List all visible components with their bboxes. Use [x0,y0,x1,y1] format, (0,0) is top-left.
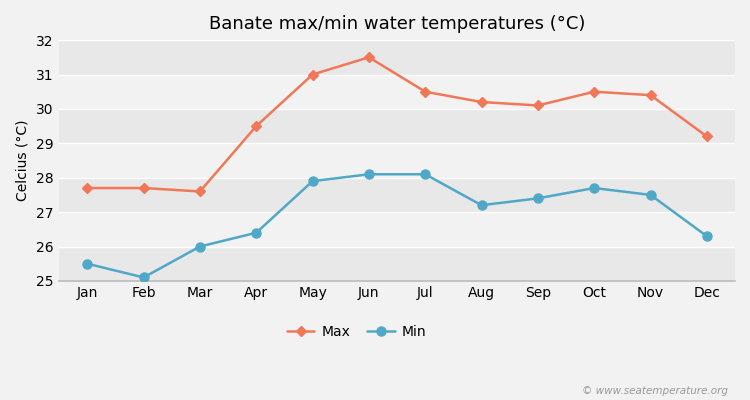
Max [477,100,486,104]
Max [590,89,598,94]
Max [82,186,92,190]
Bar [59,178,735,212]
Max [364,55,374,60]
Line: Min: Min [82,170,711,282]
Min [364,172,374,177]
Bar [59,109,735,143]
Text: © www.seatemperature.org: © www.seatemperature.org [581,386,728,396]
Max [308,72,317,77]
Min [421,172,430,177]
Max [139,186,148,190]
Min [533,196,542,201]
Bar [59,40,735,74]
Bar [59,246,735,281]
Bar [59,212,735,246]
Max [421,89,430,94]
Min [196,244,205,249]
Min [252,230,261,235]
Min [82,261,92,266]
Max [196,189,205,194]
Y-axis label: Celcius (°C): Celcius (°C) [15,120,29,201]
Legend: Max, Min: Max, Min [281,319,432,344]
Max [252,124,261,128]
Bar [59,74,735,109]
Min [590,186,598,190]
Min [702,234,711,238]
Max [702,134,711,139]
Min [477,203,486,208]
Min [308,179,317,184]
Min [646,192,655,197]
Bar [59,143,735,178]
Max [646,93,655,98]
Line: Max: Max [83,54,711,195]
Min [139,275,148,280]
Title: Banate max/min water temperatures (°C): Banate max/min water temperatures (°C) [209,15,585,33]
Max [533,103,542,108]
